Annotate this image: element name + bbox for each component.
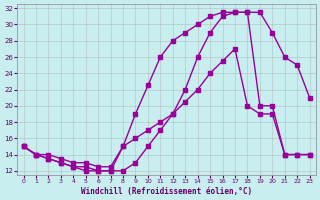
X-axis label: Windchill (Refroidissement éolien,°C): Windchill (Refroidissement éolien,°C) [81,187,252,196]
